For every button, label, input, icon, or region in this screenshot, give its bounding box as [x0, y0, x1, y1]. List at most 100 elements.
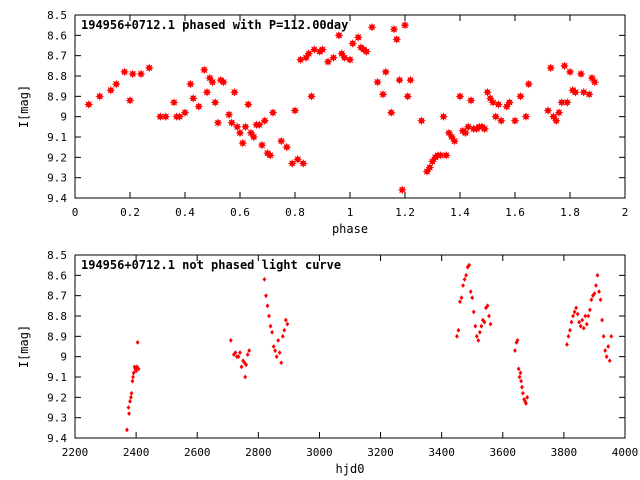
- data-point: [155, 112, 165, 122]
- data-point: [243, 374, 248, 380]
- chart-title: 194956+0712.1 phased with P=112.00day: [81, 18, 348, 32]
- data-point: [474, 333, 479, 339]
- x-tick-label: 1: [347, 206, 354, 219]
- data-point: [273, 348, 278, 353]
- x-tick-label: 2600: [184, 446, 211, 459]
- data-point: [592, 291, 597, 297]
- data-point: [287, 159, 297, 168]
- data-point: [586, 313, 591, 319]
- data-point: [241, 358, 245, 364]
- data-point: [480, 317, 485, 323]
- data-point: [276, 338, 281, 343]
- data-point: [224, 110, 234, 119]
- data-point: [587, 307, 592, 313]
- data-point: [450, 136, 459, 146]
- data-point: [471, 309, 476, 315]
- data-point: [600, 317, 605, 323]
- data-point: [543, 106, 553, 115]
- phased-panel: 0 0.2 0.4 0.6 0.8 1 1.2 1.4 1.6 1.8 2 8.5 8.6 8.7 8.8 8…: [17, 9, 628, 236]
- x-tick-label: 2400: [123, 446, 150, 459]
- data-point: [208, 77, 217, 87]
- data-point: [238, 350, 242, 355]
- data-point: [386, 108, 396, 117]
- data-point: [554, 108, 564, 117]
- data-point: [461, 128, 470, 138]
- data-point: [128, 69, 138, 79]
- data-point: [298, 159, 308, 168]
- data-point: [293, 155, 303, 164]
- data-point: [455, 91, 465, 101]
- data-point: [584, 321, 589, 327]
- y-tick-label: 8.7: [47, 50, 67, 63]
- x-tick-label: 2800: [245, 446, 272, 459]
- data-point: [367, 22, 377, 32]
- y-axis-label: I[mag]: [17, 85, 31, 128]
- data-point: [131, 370, 136, 376]
- data-point: [307, 91, 316, 101]
- data-point: [213, 118, 223, 128]
- data-point: [362, 47, 371, 56]
- data-point: [496, 116, 506, 126]
- data-point: [134, 368, 139, 374]
- data-point: [180, 108, 190, 117]
- data-point: [467, 262, 472, 268]
- data-point: [282, 142, 292, 152]
- data-point: [462, 277, 467, 282]
- y-tick-label: 9.2: [47, 391, 67, 404]
- data-point: [329, 53, 338, 63]
- data-point: [436, 150, 446, 160]
- data-point: [232, 122, 242, 132]
- data-point: [161, 112, 171, 122]
- y-tick-label: 9.2: [47, 151, 67, 164]
- data-point: [524, 401, 528, 406]
- y-tick-label: 9.4: [47, 432, 67, 445]
- data-point: [274, 354, 279, 360]
- data-point: [518, 370, 523, 376]
- data-point: [268, 108, 278, 117]
- data-point: [395, 75, 404, 85]
- data-point: [243, 100, 253, 109]
- data-point: [254, 120, 264, 130]
- y-tick-label: 8.6: [47, 269, 67, 282]
- data-point: [476, 338, 481, 343]
- data-point: [581, 325, 586, 331]
- data-point: [521, 112, 531, 122]
- data-point: [194, 102, 204, 111]
- data-point: [604, 354, 609, 360]
- data-point: [392, 35, 402, 44]
- y-tick-label: 8.7: [47, 290, 67, 303]
- x-tick-label: 2200: [62, 446, 89, 459]
- data-point: [439, 112, 448, 122]
- data-point: [406, 75, 415, 85]
- data-point: [95, 91, 105, 101]
- data-point: [578, 323, 583, 329]
- data-point: [525, 394, 530, 400]
- data-point: [560, 61, 569, 71]
- data-point: [576, 69, 586, 79]
- data-point: [241, 122, 250, 132]
- data-point: [244, 362, 249, 368]
- data-point: [572, 309, 577, 315]
- plot-frame: [74, 14, 626, 199]
- x-tick-label: 1.6: [505, 206, 525, 219]
- chart-title: 194956+0712.1 not phased light curve: [81, 258, 341, 272]
- y-tick-label: 9: [60, 351, 67, 364]
- data-point: [239, 364, 244, 370]
- data-point: [583, 313, 588, 319]
- data-point: [482, 319, 487, 325]
- data-point: [186, 79, 195, 89]
- data-point: [487, 313, 491, 319]
- data-point: [584, 89, 594, 99]
- x-tick-label: 0.6: [230, 206, 250, 219]
- x-axis-label: hjd0: [336, 462, 365, 476]
- data-point: [601, 333, 606, 339]
- y-tick-label: 8.6: [47, 29, 67, 42]
- data-point: [515, 338, 520, 343]
- data-point: [575, 311, 580, 317]
- y-tick-label: 9.3: [47, 412, 67, 425]
- data-point: [136, 366, 141, 372]
- data-point: [568, 327, 572, 333]
- data-point: [594, 283, 598, 288]
- data-point: [520, 384, 524, 390]
